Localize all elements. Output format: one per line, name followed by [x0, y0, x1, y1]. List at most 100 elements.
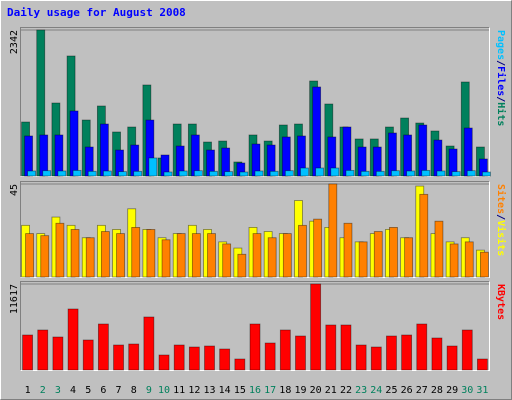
bar [118, 171, 127, 177]
x-tick-label: 6 [100, 385, 106, 396]
bar [373, 231, 383, 278]
bar [207, 233, 216, 278]
bar [284, 170, 294, 177]
bar [466, 170, 476, 177]
bar [358, 241, 368, 278]
bar [355, 344, 367, 371]
bar [37, 329, 49, 371]
bar [209, 170, 218, 177]
bar [360, 170, 370, 177]
bar [219, 348, 231, 371]
bar [116, 233, 125, 278]
x-tick-label: 11 [173, 385, 185, 396]
bar [188, 346, 200, 371]
x-tick-label: 28 [431, 385, 443, 396]
bar [143, 316, 155, 371]
x-tick-label: 13 [203, 385, 215, 396]
bar [55, 222, 65, 278]
bar [404, 237, 414, 278]
panel-border-dark [20, 181, 490, 278]
bar [482, 171, 491, 177]
bar [178, 170, 188, 177]
bar [345, 169, 355, 177]
bar [330, 167, 340, 177]
bar [161, 239, 171, 278]
bar [224, 171, 234, 177]
bar [436, 170, 446, 177]
bar [234, 358, 246, 371]
bar [433, 139, 443, 177]
bar [82, 339, 94, 371]
legend-entry: Pages [495, 30, 506, 60]
bar [391, 170, 400, 177]
bar [295, 335, 306, 371]
x-tick-label: 26 [401, 385, 413, 396]
bar [239, 171, 249, 177]
legend-entry: KBytes [495, 284, 506, 320]
x-tick-label: 14 [219, 385, 231, 396]
bar [328, 183, 338, 278]
x-tick-label: 31 [476, 385, 488, 396]
bar [40, 235, 50, 278]
legend: KBytes [495, 284, 506, 320]
x-tick-label: 1 [25, 385, 31, 396]
x-tick-label: 5 [85, 385, 91, 396]
bar [72, 169, 82, 177]
bar [343, 222, 353, 278]
bar [146, 229, 156, 278]
legend-entry: Visits [495, 220, 507, 256]
x-tick-label: 4 [70, 385, 76, 396]
bar [69, 110, 79, 177]
x-tick-label: 12 [188, 385, 200, 396]
bar [389, 226, 398, 278]
bar [204, 345, 215, 371]
x-tick-label: 9 [146, 385, 152, 396]
bar [269, 170, 279, 177]
panel-border-light [20, 181, 490, 278]
bar [461, 329, 473, 371]
bar [421, 169, 431, 177]
bar [252, 233, 262, 278]
x-tick-label: 19 [294, 385, 306, 396]
bar [477, 358, 488, 371]
bar [70, 229, 80, 278]
bar [464, 241, 474, 278]
x-tick-label: 16 [249, 385, 261, 396]
legend: Sites/Visits [495, 184, 507, 256]
bar [22, 334, 33, 371]
x-tick-label: 24 [370, 385, 382, 396]
x-tick-label: 18 [279, 385, 291, 396]
bar [434, 220, 444, 278]
y-tick-label: 2342 [9, 30, 20, 54]
x-tick-label: 27 [416, 385, 428, 396]
x-tick-label: 20 [310, 385, 322, 396]
x-tick-label: 17 [264, 385, 276, 396]
bar [281, 136, 291, 177]
bar [148, 157, 158, 177]
bar [480, 251, 489, 278]
x-tick-label: 21 [325, 385, 337, 396]
bar [451, 171, 461, 177]
bar [128, 343, 140, 371]
x-tick-label: 25 [385, 385, 397, 396]
bar [25, 233, 34, 278]
bar [370, 346, 382, 371]
panel-border-dark [20, 27, 490, 177]
x-tick-label: 10 [158, 385, 170, 396]
bar [222, 243, 232, 278]
bar [449, 243, 459, 278]
bar [282, 233, 292, 278]
bar [131, 226, 141, 278]
bar [85, 237, 95, 278]
bar [388, 132, 397, 177]
bar [191, 233, 201, 278]
legend-separator: / [495, 214, 506, 220]
bar [57, 170, 67, 177]
legend-entry: Files [495, 66, 507, 96]
bar [254, 170, 264, 177]
bar [279, 329, 291, 371]
bar [267, 237, 277, 278]
legend: Pages/Files/Hits [495, 30, 507, 126]
bar [401, 334, 413, 371]
bar [463, 127, 473, 177]
